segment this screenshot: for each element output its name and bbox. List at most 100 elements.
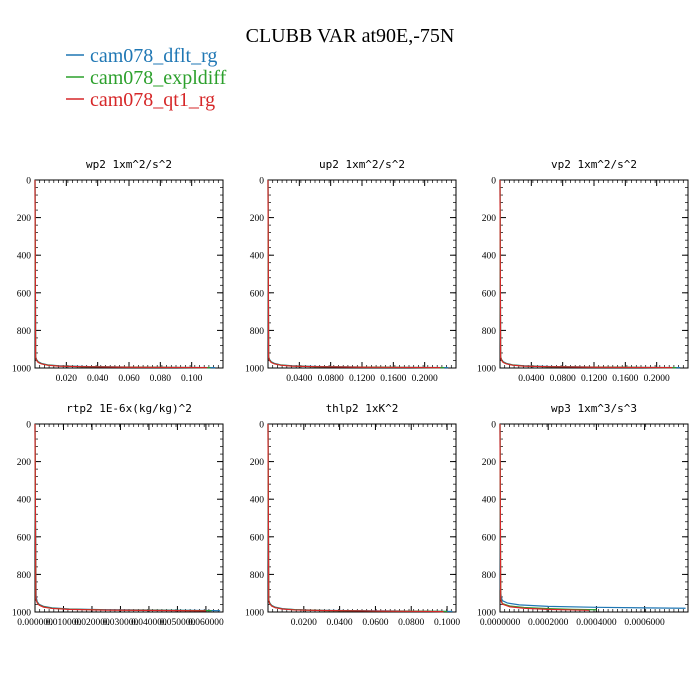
panel-title: wp3 1xm^3/s^3 <box>551 402 637 415</box>
y-tick-label: 800 <box>482 571 497 581</box>
series-line <box>499 423 686 609</box>
y-tick-label: 800 <box>250 571 265 581</box>
series-line <box>267 423 448 613</box>
series-line <box>267 423 444 613</box>
chart-panel: wp2 1xm^2/s^2 0 200 400 600 800 1000 0.020 0.040… <box>12 158 224 384</box>
series-line <box>267 423 453 613</box>
y-tick-label: 1000 <box>477 609 496 619</box>
y-tick-label: 400 <box>17 496 32 506</box>
series-line <box>267 179 449 369</box>
x-tick-label: 0.0400 <box>518 374 544 384</box>
x-tick-label: 0.0004000 <box>576 618 617 628</box>
y-tick-label: 200 <box>17 458 32 468</box>
y-tick-label: 400 <box>17 252 32 262</box>
x-tick-label: 0.000000 <box>17 618 53 628</box>
x-tick-label: 0.040000 <box>131 618 167 628</box>
panel-title: thlp2 1xK^2 <box>326 402 399 415</box>
series-line <box>34 179 208 369</box>
x-tick-label: 0.050000 <box>160 618 196 628</box>
x-tick-label: 0.020000 <box>74 618 110 628</box>
plot-frame <box>267 179 457 369</box>
series-line <box>499 179 681 369</box>
plot-frame <box>499 179 689 369</box>
y-tick-label: 0 <box>259 421 264 431</box>
y-tick-label: 600 <box>17 533 32 543</box>
panel-title: wp2 1xm^2/s^2 <box>86 158 172 171</box>
x-tick-label: 0.0400 <box>327 618 353 628</box>
x-tick-label: 0.1600 <box>612 374 638 384</box>
plot-frame <box>267 423 457 613</box>
x-tick-label: 0.080 <box>150 374 172 384</box>
y-tick-label: 1000 <box>12 365 31 375</box>
y-tick-label: 1000 <box>12 609 31 619</box>
x-tick-label: 0.0006000 <box>624 618 665 628</box>
legend: cam078_dflt_rg cam078_expldiff cam078_qt… <box>66 45 227 111</box>
x-tick-label: 0.1200 <box>349 374 375 384</box>
x-tick-label: 0.100 <box>181 374 203 384</box>
y-tick-label: 200 <box>482 458 497 468</box>
y-tick-label: 0 <box>491 177 496 187</box>
y-tick-label: 400 <box>482 252 497 262</box>
x-tick-label: 0.2000 <box>644 374 670 384</box>
y-tick-label: 600 <box>482 289 497 299</box>
x-tick-label: 0.2000 <box>412 374 438 384</box>
x-tick-label: 0.010000 <box>46 618 82 628</box>
x-tick-label: 0.0800 <box>318 374 344 384</box>
series-line <box>499 423 590 611</box>
y-tick-label: 600 <box>250 289 265 299</box>
series-line <box>267 179 441 369</box>
x-tick-label: 0.0200 <box>291 618 317 628</box>
y-tick-label: 800 <box>17 327 32 337</box>
y-tick-label: 200 <box>17 214 32 224</box>
y-tick-label: 600 <box>250 533 265 543</box>
y-tick-label: 0 <box>259 177 264 187</box>
chart-panel: vp2 1xm^2/s^2 0 200 400 600 800 1000 0.0400 0.08… <box>477 158 689 384</box>
y-tick-label: 1000 <box>245 365 264 375</box>
chart-panel: thlp2 1xK^2 0 200 400 600 800 1000 0.0200 0.0400… <box>245 402 460 628</box>
series-line <box>34 423 221 612</box>
y-tick-label: 400 <box>250 496 265 506</box>
y-tick-label: 800 <box>482 327 497 337</box>
x-tick-label: 0.0400 <box>286 374 312 384</box>
y-tick-label: 400 <box>250 252 265 262</box>
x-tick-label: 0.0600 <box>362 618 388 628</box>
x-tick-label: 0.0800 <box>550 374 576 384</box>
legend-label: cam078_expldiff <box>90 67 227 89</box>
y-tick-label: 600 <box>17 289 32 299</box>
chart-panel: wp3 1xm^3/s^3 0 200 400 600 800 10000.0000000 0… <box>477 402 689 628</box>
y-tick-label: 400 <box>482 496 497 506</box>
y-tick-label: 1000 <box>245 609 264 619</box>
legend-label: cam078_qt1_rg <box>90 89 215 111</box>
panel-title: up2 1xm^2/s^2 <box>319 158 405 171</box>
series-line <box>34 179 216 369</box>
plot-frame <box>34 179 224 369</box>
y-tick-label: 0 <box>26 177 31 187</box>
plot-frame <box>499 423 689 613</box>
panels: wp2 1xm^2/s^2 0 200 400 600 800 1000 0.020 0.040… <box>12 158 689 628</box>
series-line <box>34 423 212 612</box>
x-tick-label: 0.0800 <box>398 618 424 628</box>
panel-title: rtp2 1E-6x(kg/kg)^2 <box>66 402 192 415</box>
y-tick-label: 800 <box>250 327 265 337</box>
y-tick-label: 0 <box>26 421 31 431</box>
y-tick-label: 200 <box>250 458 265 468</box>
x-tick-label: 0.030000 <box>103 618 139 628</box>
chart-panel: rtp2 1E-6x(kg/kg)^2 0 200 400 600 800 10000.00… <box>12 402 224 628</box>
y-tick-label: 200 <box>250 214 265 224</box>
y-tick-label: 800 <box>17 571 32 581</box>
x-tick-label: 0.060000 <box>188 618 224 628</box>
x-tick-label: 0.0000000 <box>480 618 521 628</box>
series-line <box>34 179 211 369</box>
y-tick-label: 1000 <box>477 365 496 375</box>
series-line <box>34 423 206 612</box>
y-tick-label: 200 <box>482 214 497 224</box>
figure-title: CLUBB VAR at90E,-75N <box>246 25 455 47</box>
chart-panel: up2 1xm^2/s^2 0 200 400 600 800 1000 0.0400 0.08… <box>245 158 457 384</box>
x-tick-label: 0.0002000 <box>528 618 569 628</box>
x-tick-label: 0.040 <box>87 374 109 384</box>
plot-frame <box>34 423 224 613</box>
x-tick-label: 0.060 <box>118 374 140 384</box>
series-line <box>499 179 677 369</box>
x-tick-label: 0.1000 <box>434 618 460 628</box>
y-tick-label: 0 <box>491 421 496 431</box>
